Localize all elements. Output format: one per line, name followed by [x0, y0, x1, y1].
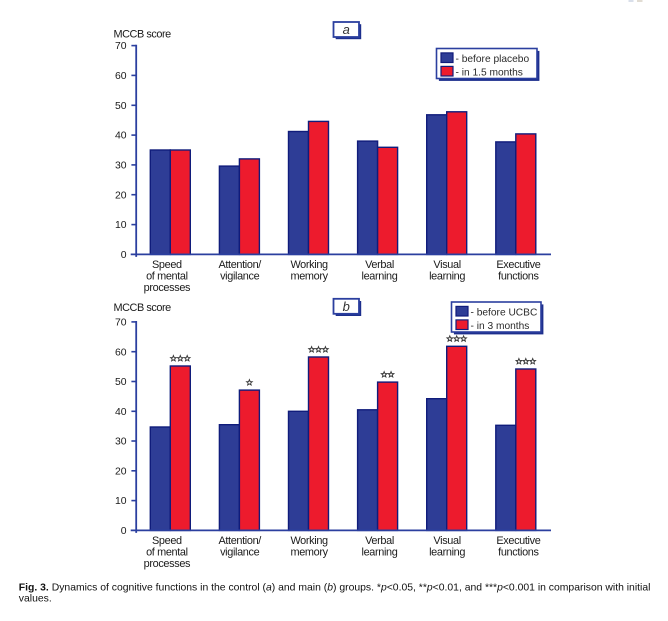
svg-text:memory: memory: [290, 270, 328, 282]
svg-text:Executive: Executive: [496, 259, 540, 271]
svg-text:- in 1.5 months: - in 1.5 months: [456, 67, 523, 78]
svg-text:Verbal: Verbal: [365, 535, 394, 547]
svg-text:60: 60: [115, 347, 127, 358]
svg-text:values.: values.: [19, 594, 52, 605]
svg-text:learning: learning: [362, 546, 398, 558]
svg-text:70: 70: [115, 318, 127, 329]
svg-text:learning: learning: [429, 270, 465, 282]
svg-text:Verbal: Verbal: [365, 259, 394, 271]
svg-text:20: 20: [115, 190, 127, 201]
svg-text:- before UCBC: - before UCBC: [471, 307, 538, 318]
svg-text:learning: learning: [429, 546, 465, 558]
svg-text:50: 50: [115, 377, 127, 388]
svg-text:of mental: of mental: [146, 270, 188, 282]
svg-text:learning: learning: [362, 270, 398, 282]
svg-text:30: 30: [115, 437, 127, 448]
svg-text:Speed: Speed: [152, 259, 182, 271]
svg-text:Working: Working: [290, 535, 328, 547]
svg-text:50: 50: [115, 101, 127, 112]
svg-text:MCCB score: MCCB score: [114, 28, 172, 40]
svg-text:40: 40: [115, 131, 127, 142]
svg-text:MCCB score: MCCB score: [114, 302, 172, 314]
svg-text:Executive: Executive: [496, 535, 540, 547]
svg-text:Visual: Visual: [433, 259, 460, 271]
svg-text:functions: functions: [498, 270, 539, 282]
svg-text:- before placebo: - before placebo: [456, 54, 530, 65]
svg-text:processes: processes: [144, 282, 191, 294]
svg-text:- in 3 months: - in 3 months: [471, 321, 530, 332]
svg-text:Attention/: Attention/: [218, 535, 262, 547]
svg-text:of mental: of mental: [146, 546, 188, 558]
svg-text:0: 0: [121, 526, 127, 537]
svg-text:Visual: Visual: [433, 535, 460, 547]
svg-text:Working: Working: [290, 259, 328, 271]
svg-text:30: 30: [115, 161, 127, 172]
svg-text:Attention/: Attention/: [218, 259, 262, 271]
svg-text:60: 60: [115, 71, 127, 82]
svg-text:Fig. 3. Dynamics of cognitive: Fig. 3. Dynamics of cognitive functions …: [19, 583, 651, 594]
svg-text:10: 10: [115, 220, 127, 231]
svg-text:a: a: [343, 22, 350, 37]
svg-text:10: 10: [115, 496, 127, 507]
svg-text:vigilance: vigilance: [220, 270, 260, 282]
svg-text:40: 40: [115, 407, 127, 418]
svg-text:vigilance: vigilance: [220, 546, 260, 558]
svg-text:0: 0: [121, 250, 127, 261]
svg-text:memory: memory: [290, 546, 328, 558]
svg-text:processes: processes: [144, 558, 191, 570]
svg-text:Speed: Speed: [152, 535, 182, 547]
svg-text:functions: functions: [498, 546, 539, 558]
svg-text:b: b: [343, 299, 350, 314]
svg-text:70: 70: [115, 41, 127, 52]
svg-text:20: 20: [115, 466, 127, 477]
